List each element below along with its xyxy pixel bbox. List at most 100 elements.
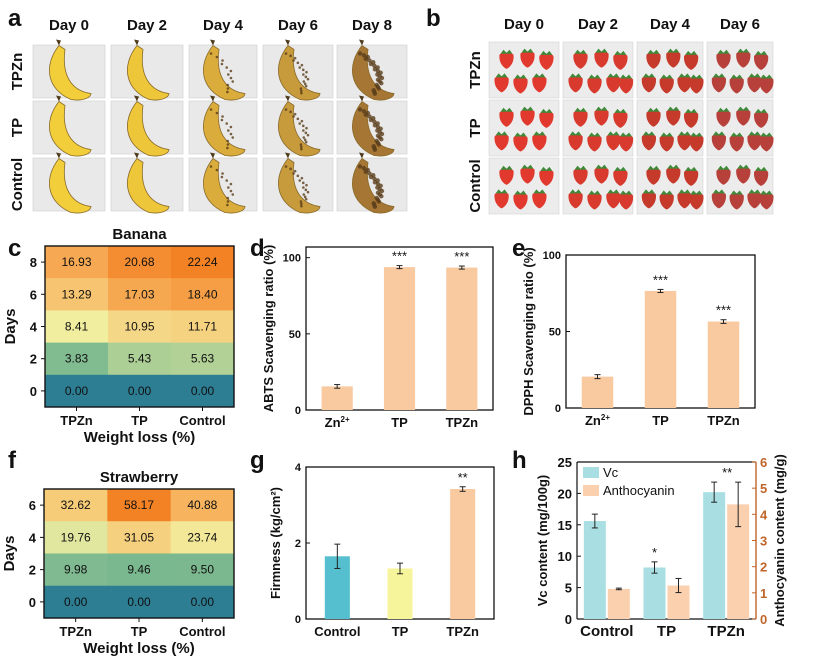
strawberry-fruit-body bbox=[646, 110, 661, 127]
strawberry-fruit-body bbox=[573, 110, 588, 127]
banana-fruit-spot bbox=[289, 54, 292, 58]
strawberry-fruit bbox=[659, 132, 674, 152]
banana-fruit-spot bbox=[372, 147, 378, 152]
strawberry-fruit-body bbox=[520, 51, 535, 68]
strawberry-fruit bbox=[587, 74, 602, 94]
strawberry-fruit-leaves bbox=[660, 132, 673, 137]
panel-label-g: g bbox=[250, 447, 265, 474]
heatmap-cell bbox=[171, 374, 235, 408]
strawberry-fruit-leaves bbox=[647, 107, 660, 112]
panel-label-c: c bbox=[8, 235, 21, 262]
strawberry-fruit-leaves bbox=[755, 108, 768, 113]
heatmap-cell-value: 0.00 bbox=[127, 595, 151, 609]
banana-fruit-spot bbox=[226, 139, 230, 143]
x-axis-title: Weight loss (%) bbox=[83, 640, 194, 657]
strawberry-fruit-leaves bbox=[717, 49, 730, 54]
banana-fruit-spot bbox=[302, 129, 305, 132]
heatmap-cell bbox=[44, 585, 108, 619]
strawberry-fruit-leaves bbox=[755, 166, 768, 171]
strawberry-photo-grid: Day 0 Day 2 Day 4 Day 6 TPZn TP Control bbox=[467, 16, 774, 215]
banana-fruit-spot bbox=[299, 200, 303, 203]
y-axis-title: Days bbox=[2, 309, 19, 345]
strawberry-fruit-body bbox=[499, 52, 514, 69]
heatmap-cell-value: 5.63 bbox=[191, 352, 215, 366]
strawberry-fruit-leaves bbox=[574, 107, 587, 112]
strawberry-fruit-leaves bbox=[569, 131, 582, 136]
strawberry-fruit bbox=[759, 74, 774, 94]
banana-fruit-spot bbox=[227, 129, 230, 132]
banana-fruit-stem bbox=[134, 95, 139, 102]
heatmap-cell bbox=[107, 553, 172, 587]
strawberry-fruit-body bbox=[759, 77, 774, 94]
strawberry-fruit bbox=[753, 108, 769, 128]
x-tick-label: Control bbox=[580, 623, 633, 640]
x-tick-label: Zn2+ bbox=[325, 415, 350, 430]
banana-fruit-spot bbox=[372, 204, 378, 209]
photo-a-day-label: Day 4 bbox=[203, 17, 244, 34]
dpph-bar-chart: 0 50 100 Zn2+ *** TP *** TPZn DPPH Scavenging ra… bbox=[521, 247, 756, 428]
heatmap-cell bbox=[44, 521, 108, 554]
strawberry-fruit-body bbox=[539, 169, 554, 186]
strawberry-fruit-body bbox=[736, 167, 751, 184]
strawberry-fruit-body bbox=[606, 76, 621, 93]
y2-tick-label: 3 bbox=[760, 534, 767, 549]
banana-fruit-spot bbox=[368, 117, 374, 123]
x-tick-label: TP bbox=[131, 624, 148, 639]
banana-fruit-spot bbox=[215, 168, 219, 172]
photo-b-row-label: TP bbox=[467, 118, 484, 137]
strawberry-fruit-body bbox=[594, 167, 609, 184]
banana-fruit-spot bbox=[221, 115, 224, 118]
strawberry-fruit-body bbox=[666, 51, 681, 68]
banana-fruit-spot bbox=[231, 80, 235, 83]
strawberry-fruit bbox=[646, 49, 661, 69]
bar-anthocyanin bbox=[727, 504, 750, 619]
banana-fruit-spot bbox=[299, 202, 303, 206]
banana-fruit-spot bbox=[227, 73, 230, 76]
strawberry-fruit-leaves bbox=[569, 189, 582, 194]
banana-fruit-spot bbox=[301, 181, 305, 185]
strawberry-fruit-body bbox=[513, 77, 528, 94]
heatmap-cell bbox=[44, 489, 108, 522]
strawberry-fruit bbox=[683, 108, 699, 128]
x-tick-label: TPZn bbox=[707, 623, 745, 640]
strawberry-fruit bbox=[606, 189, 621, 209]
banana-fruit-stem bbox=[210, 39, 215, 46]
strawberry-fruit-body bbox=[573, 52, 588, 69]
banana-fruit-spot bbox=[378, 70, 383, 75]
strawberry-fruit-leaves bbox=[678, 189, 691, 194]
banana-fruit-spot bbox=[300, 91, 303, 95]
strawberry-fruit-leaves bbox=[690, 74, 703, 79]
heatmap-cell-value: 11.71 bbox=[188, 320, 217, 334]
significance-label: *** bbox=[716, 303, 731, 318]
strawberry-fruit-body bbox=[677, 134, 692, 151]
strawberry-fruit-leaves bbox=[620, 74, 632, 79]
strawberry-fruit bbox=[747, 189, 762, 209]
strawberry-fruit bbox=[539, 50, 554, 70]
strawberry-fruit bbox=[594, 106, 609, 126]
x-tick-label: TPZn bbox=[446, 415, 479, 430]
banana-fruit bbox=[127, 39, 170, 101]
strawberry-fruit bbox=[736, 164, 751, 184]
banana-fruit-spot bbox=[229, 132, 233, 136]
significance-label: *** bbox=[653, 272, 668, 287]
strawberry-fruit bbox=[716, 165, 731, 185]
y-tick-label: 4 bbox=[30, 320, 38, 335]
banana-fruit-spot bbox=[229, 76, 233, 80]
banana-fruit-spot bbox=[302, 136, 306, 139]
y-tick-label: 2 bbox=[295, 538, 301, 550]
strawberry-fruit bbox=[494, 73, 509, 93]
x-tick-label: TPZn bbox=[60, 413, 93, 428]
banana-fruit-spot bbox=[372, 91, 378, 96]
bar-vc bbox=[643, 567, 666, 619]
strawberry-fruit-body bbox=[618, 77, 634, 94]
strawberry-fruit bbox=[641, 189, 657, 209]
strawberry-fruit bbox=[689, 74, 704, 94]
heatmap-cell-value: 32.62 bbox=[61, 498, 91, 512]
strawberry-fruit-leaves bbox=[514, 132, 527, 137]
banana-fruit-spot bbox=[306, 77, 310, 81]
heatmap-cell bbox=[45, 374, 109, 408]
x-tick-label: TPZn bbox=[446, 624, 479, 639]
heatmap-cell bbox=[171, 278, 235, 311]
heatmap-cell-value: 20.68 bbox=[124, 255, 154, 269]
